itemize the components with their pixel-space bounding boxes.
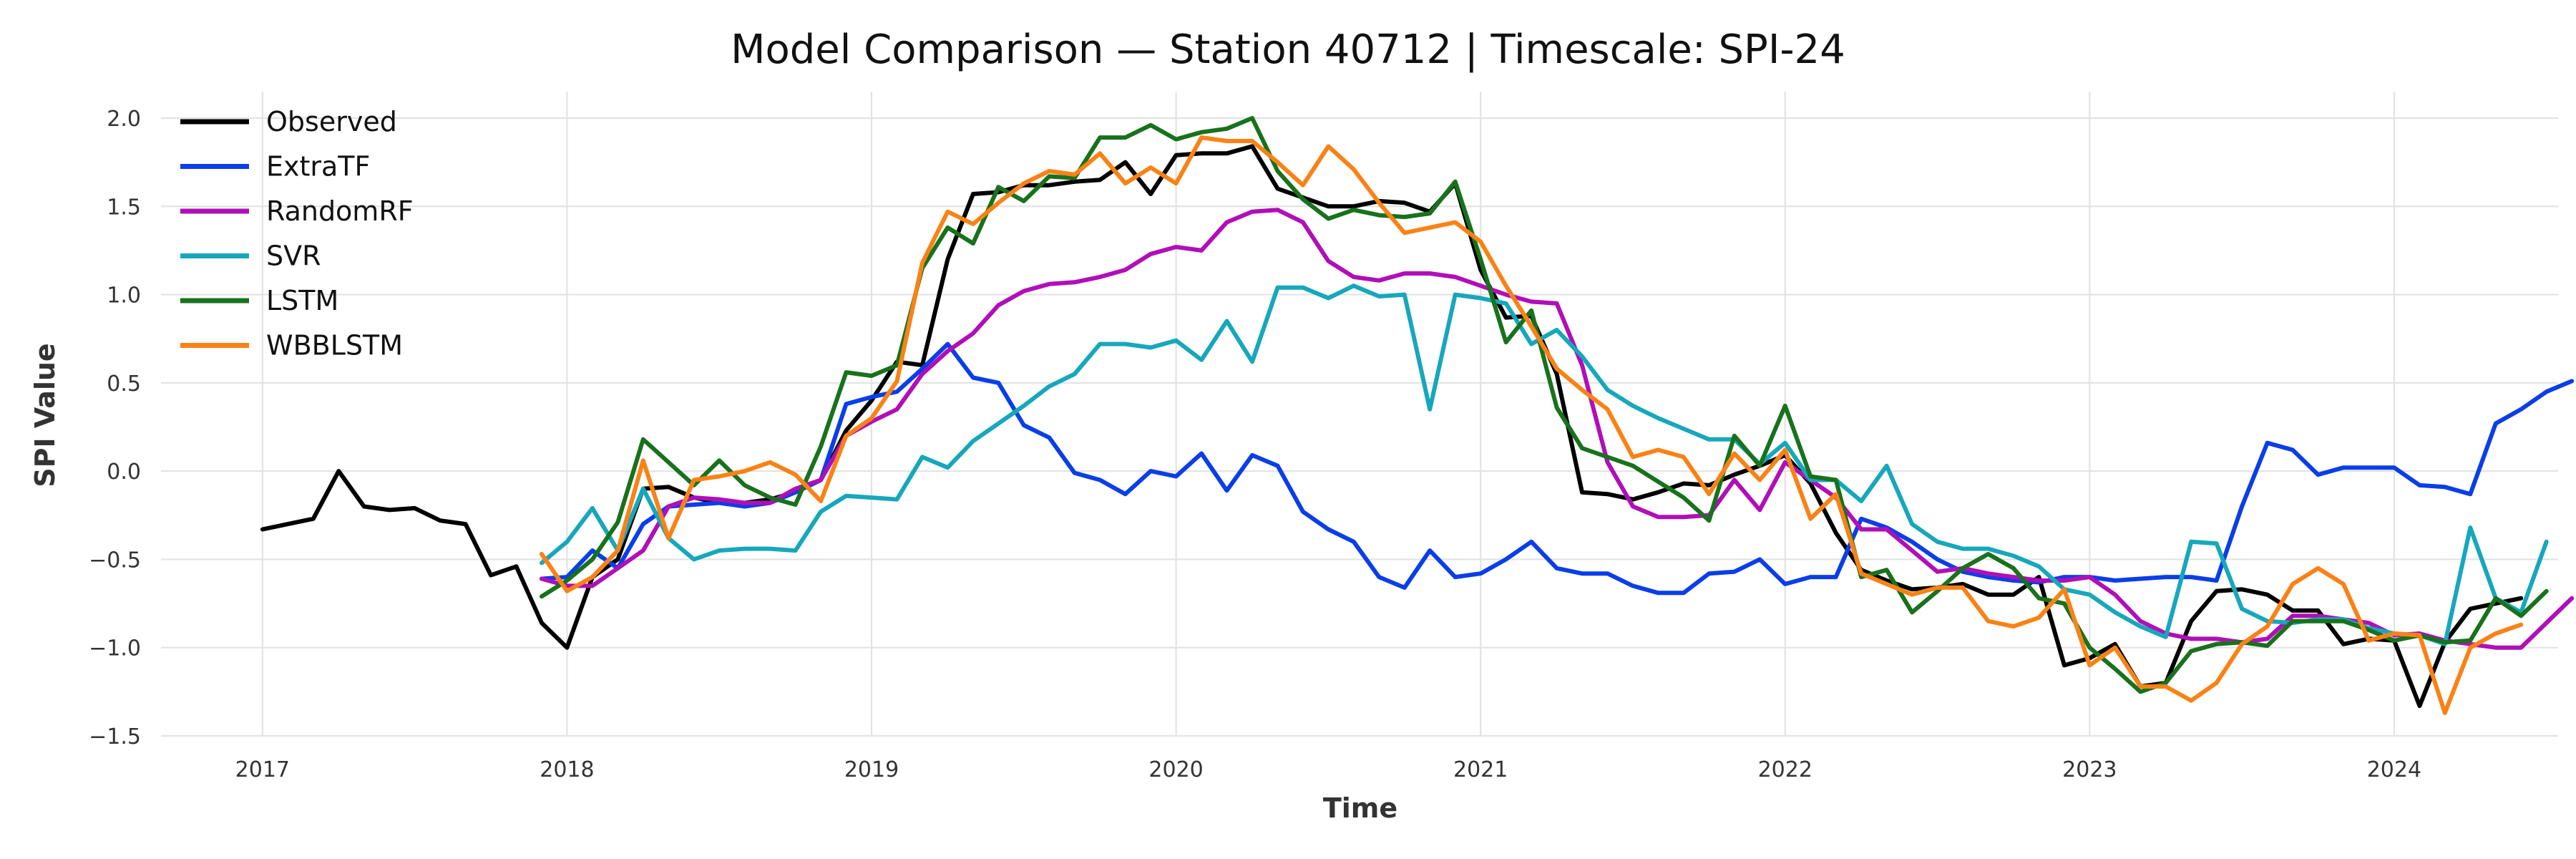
x-tick-label: 2023	[2062, 757, 2117, 782]
x-tick-label: 2017	[235, 757, 290, 782]
x-tick-label: 2021	[1453, 757, 1508, 782]
legend-label-svr: SVR	[266, 241, 321, 272]
series-lines	[260, 116, 2575, 715]
y-tick-label: −1.0	[89, 636, 141, 661]
chart-title: Model Comparison — Station 40712 | Times…	[731, 26, 1845, 73]
series-line-observed	[260, 144, 2524, 709]
series-line-svr	[540, 283, 2549, 646]
legend-label-lstm: LSTM	[266, 285, 338, 316]
legend: Observed ExtraTF RandomRF SVR LSTM WBBLSTM	[180, 106, 414, 361]
series-line-extratf	[540, 341, 2575, 596]
series-line-wbblstm	[540, 135, 2524, 715]
y-tick-label: 2.0	[107, 107, 141, 132]
legend-label-extratf: ExtraTF	[266, 151, 370, 183]
x-axis-title: Time	[1323, 792, 1397, 824]
y-tick-label: 1.5	[107, 195, 141, 220]
legend-label-wbblstm: WBBLSTM	[266, 330, 403, 361]
x-tick-label: 2018	[540, 757, 594, 782]
y-tick-label: 1.0	[107, 283, 141, 309]
y-tick-label: −0.5	[89, 548, 141, 573]
legend-label-observed: Observed	[266, 106, 397, 137]
x-tick-label: 2019	[844, 757, 899, 782]
y-tick-label: −1.5	[89, 724, 141, 749]
x-tick-label: 2022	[1758, 757, 1813, 782]
x-tick-label: 2020	[1148, 757, 1203, 782]
grid	[161, 92, 2558, 737]
y-tick-label: 0.5	[107, 372, 141, 397]
series-line-lstm	[540, 116, 2549, 694]
y-axis-title: SPI Value	[29, 343, 61, 487]
x-tick-label: 2024	[2367, 757, 2421, 782]
legend-label-randomrf: RandomRF	[266, 195, 414, 227]
y-tick-label: 0.0	[107, 460, 141, 485]
tick-labels: 2.0 1.5 1.0 0.5 0.0 −0.5 −1.0 −1.5 2017 2018 2019 2…	[89, 107, 2421, 782]
